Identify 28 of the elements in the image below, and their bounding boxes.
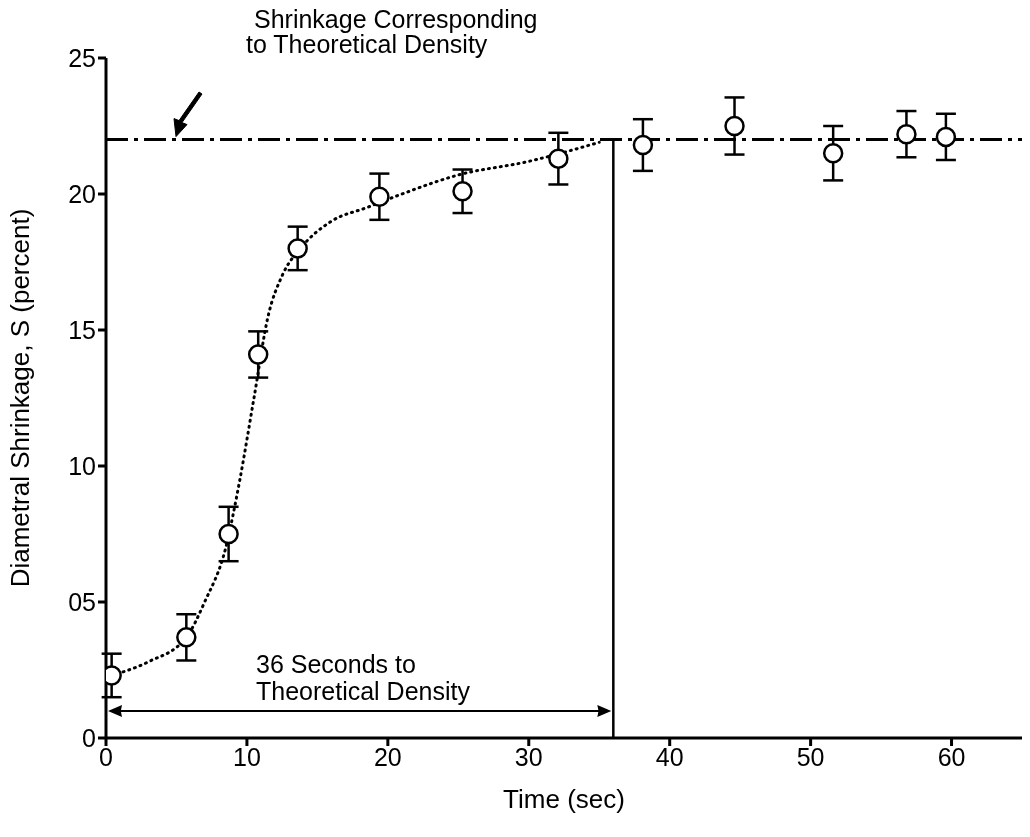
point [176,627,197,648]
x-axis-title: Time (sec) [503,784,625,814]
y-tick-label: 0 [82,723,96,752]
annotation: 36 Seconds to Theoretical Density [256,650,471,705]
y-tick-label: 05 [68,587,96,616]
point [935,126,957,148]
x-tick-label: 10 [233,742,261,771]
x-tick-label: 40 [655,742,684,771]
point [896,123,917,145]
point [452,181,473,202]
y-tick-label: 20 [68,179,96,208]
x-tick-label: 20 [373,742,402,771]
point [632,134,654,156]
point [247,344,269,365]
x-tick-label: 30 [514,742,543,771]
y-tick-label: 15 [68,315,96,344]
point [287,238,308,259]
x-tick-label: 50 [796,742,825,771]
annotation: Shrinkage Corresponding to Theoretical Density [246,5,538,58]
y-tick-label: 25 [68,43,96,72]
point [724,115,745,137]
point [369,186,390,207]
y-tick-label: 10 [68,451,96,480]
x-tick-label: 60 [937,742,966,771]
y-axis-title: Diametral Shrinkage, S (percent) [5,208,36,588]
point [218,523,239,545]
point [548,148,569,169]
point [822,142,844,164]
